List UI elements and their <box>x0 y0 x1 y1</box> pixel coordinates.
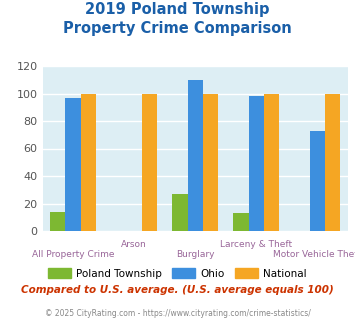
Text: Arson: Arson <box>121 240 147 249</box>
Text: Property Crime Comparison: Property Crime Comparison <box>63 21 292 36</box>
Bar <box>203 93 218 231</box>
Text: Burglary: Burglary <box>176 250 214 259</box>
Bar <box>325 93 340 231</box>
Bar <box>66 98 81 231</box>
Bar <box>248 96 264 231</box>
Text: All Property Crime: All Property Crime <box>32 250 114 259</box>
Text: Motor Vehicle Theft: Motor Vehicle Theft <box>273 250 355 259</box>
Text: Compared to U.S. average. (U.S. average equals 100): Compared to U.S. average. (U.S. average … <box>21 285 334 295</box>
Text: Larceny & Theft: Larceny & Theft <box>220 240 293 249</box>
Text: © 2025 CityRating.com - https://www.cityrating.com/crime-statistics/: © 2025 CityRating.com - https://www.city… <box>45 309 310 317</box>
Text: 2019 Poland Township: 2019 Poland Township <box>85 2 270 16</box>
Bar <box>234 213 248 231</box>
Bar <box>310 131 325 231</box>
Bar <box>142 93 157 231</box>
Bar <box>264 93 279 231</box>
Bar <box>173 194 187 231</box>
Legend: Poland Township, Ohio, National: Poland Township, Ohio, National <box>44 264 311 283</box>
Bar <box>50 212 66 231</box>
Bar <box>188 80 203 231</box>
Bar <box>81 93 96 231</box>
